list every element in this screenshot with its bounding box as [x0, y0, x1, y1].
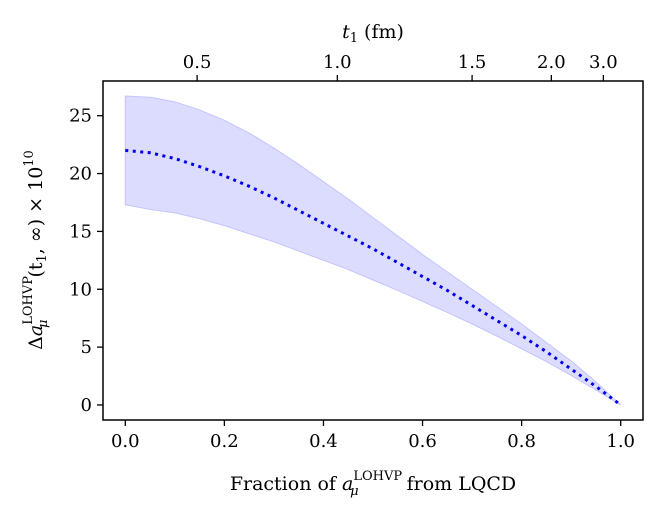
y-axis-title: ΔaLOHVPμ(t1, ∞) × 1010 — [21, 150, 51, 350]
y-tick-label: 5 — [81, 337, 92, 358]
y-tick-label: 15 — [69, 221, 92, 242]
top-tick-label: 1.0 — [323, 52, 352, 73]
axis-labels-layer: t1 (fm) Fraction of aLOHVP μ from LQCD ΔaLO… — [21, 21, 516, 499]
ticks-layer: 0.0 0.2 0.4 0.6 0.8 1.0 0 5 10 15 20 25 0.5 1.0 1.5 2.0… — [69, 52, 635, 452]
x-tick-label: 0.6 — [408, 431, 437, 452]
top-tick-label: 0.5 — [183, 52, 212, 73]
confidence-band — [124, 95, 622, 406]
x-tick-label: 0.2 — [210, 431, 239, 452]
y-tick-label: 25 — [69, 106, 92, 127]
top-axis-title: t1 (fm) — [342, 21, 404, 46]
x-tick-label: 0.4 — [309, 431, 338, 452]
axes-layer — [102, 80, 644, 421]
x-tick-label: 0.8 — [507, 431, 536, 452]
x-axis-title: Fraction of aLOHVP μ from LQCD — [230, 469, 516, 499]
central-line — [125, 148, 622, 407]
central-line-layer — [125, 148, 622, 407]
top-tick-label: 1.5 — [458, 52, 487, 73]
y-tick-label: 20 — [69, 164, 92, 185]
y-tick-label: 0 — [81, 395, 92, 416]
y-tick-label: 10 — [69, 279, 92, 300]
x-tick-label: 0.0 — [111, 431, 140, 452]
confidence-band-layer — [124, 95, 622, 406]
axes-frame — [102, 80, 644, 421]
x-tick-label: 1.0 — [606, 431, 635, 452]
top-tick-label: 3.0 — [589, 52, 618, 73]
top-tick-label: 2.0 — [537, 52, 566, 73]
